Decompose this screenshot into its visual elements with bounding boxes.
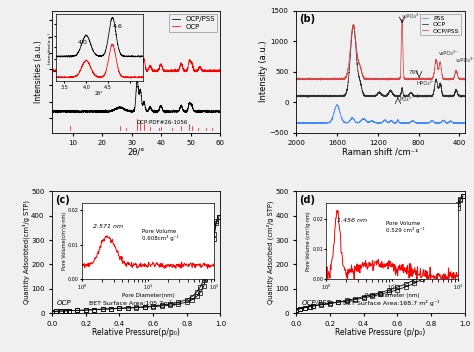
OCP <box>214 69 220 73</box>
OCP/PSS <box>456 77 462 81</box>
Text: (a): (a) <box>57 14 73 24</box>
Text: ν₂PO₄³⁻: ν₂PO₄³⁻ <box>456 58 474 63</box>
Y-axis label: Quantity Adsorbted(cm³/g STP): Quantity Adsorbted(cm³/g STP) <box>22 200 29 304</box>
OCP/PSS <box>361 76 367 81</box>
Text: BET Surface Area:105.7m²g⁻¹: BET Surface Area:105.7m²g⁻¹ <box>89 300 182 306</box>
X-axis label: Relative Pressure(p/p₀): Relative Pressure(p/p₀) <box>92 328 180 337</box>
X-axis label: Relative Pressure (p/p₀): Relative Pressure (p/p₀) <box>335 328 426 337</box>
PSS <box>371 120 376 124</box>
OCP <box>218 68 223 72</box>
Text: (c): (c) <box>55 195 70 205</box>
PSS <box>363 118 368 122</box>
OCP/PSS <box>371 76 376 81</box>
OCP/PSS <box>218 109 223 113</box>
Line: OCP/PSS: OCP/PSS <box>52 80 220 113</box>
OCP <box>458 95 464 100</box>
Text: ν₁PO₄³⁻: ν₁PO₄³⁻ <box>402 14 422 19</box>
Text: 795: 795 <box>409 70 419 75</box>
OCP <box>288 95 294 99</box>
Text: OCP:PDF#26-1056: OCP:PDF#26-1056 <box>137 120 188 125</box>
OCP <box>196 65 202 69</box>
OCP/PSS <box>196 109 202 114</box>
OCP/PSS <box>363 77 368 81</box>
OCP/PSS <box>214 110 220 114</box>
Text: OCP: OCP <box>57 300 72 306</box>
Text: ν₄PO₄³⁻: ν₄PO₄³⁻ <box>439 50 459 56</box>
OCP <box>414 94 420 98</box>
PSS <box>456 121 462 125</box>
Text: OCP/PSS: OCP/PSS <box>301 300 331 306</box>
OCP <box>79 69 84 73</box>
OCP <box>361 93 367 97</box>
Text: BET Surface Area:168.7 m² g⁻¹: BET Surface Area:168.7 m² g⁻¹ <box>343 300 440 306</box>
Text: (d): (d) <box>300 195 316 205</box>
Legend: PSS, OCP, OCP/PSS: PSS, OCP, OCP/PSS <box>420 14 461 36</box>
Text: HPO₄²⁻: HPO₄²⁻ <box>417 81 435 86</box>
OCP/PSS <box>68 110 74 114</box>
PSS <box>455 121 461 126</box>
OCP/PSS <box>385 78 391 82</box>
Legend: OCP/PSS, OCP: OCP/PSS, OCP <box>169 14 217 32</box>
OCP <box>363 93 368 98</box>
OCP <box>121 66 127 70</box>
PSS <box>361 117 367 121</box>
OCP <box>371 94 376 98</box>
OCP <box>114 65 119 69</box>
Text: PO₄³⁻: PO₄³⁻ <box>400 98 414 102</box>
Text: (b): (b) <box>300 14 316 24</box>
Y-axis label: Quantity Adsorbed (cm³/g STP): Quantity Adsorbed (cm³/g STP) <box>266 201 273 304</box>
Line: OCP: OCP <box>52 34 220 73</box>
OCP/PSS <box>448 77 454 81</box>
OCP/PSS <box>163 111 168 115</box>
OCP/PSS <box>121 108 127 112</box>
PSS <box>288 121 294 125</box>
Line: OCP: OCP <box>291 25 465 98</box>
OCP/PSS <box>288 77 294 81</box>
PSS <box>462 121 467 125</box>
OCP/PSS <box>49 109 55 113</box>
OCP <box>49 68 55 72</box>
PSS <box>334 103 340 107</box>
OCP/PSS <box>399 17 405 21</box>
Y-axis label: Intensities (a.u.): Intensities (a.u.) <box>34 40 43 103</box>
OCP <box>462 94 467 98</box>
OCP <box>68 69 74 73</box>
Line: PSS: PSS <box>291 105 465 124</box>
OCP/PSS <box>462 78 467 82</box>
OCP <box>456 93 462 97</box>
OCP/PSS <box>79 109 84 113</box>
OCP <box>448 94 454 99</box>
Y-axis label: Intensity (a.u.): Intensity (a.u.) <box>259 41 268 102</box>
OCP <box>73 70 78 75</box>
OCP <box>134 32 140 36</box>
PSS <box>414 121 420 125</box>
OCP/PSS <box>114 106 119 110</box>
OCP/PSS <box>414 77 420 81</box>
Line: OCP/PSS: OCP/PSS <box>291 19 465 80</box>
OCP <box>350 23 356 27</box>
X-axis label: 2θ/°: 2θ/° <box>128 147 145 157</box>
PSS <box>448 119 454 123</box>
X-axis label: Raman shift /cm⁻¹: Raman shift /cm⁻¹ <box>342 147 419 157</box>
OCP/PSS <box>134 77 140 82</box>
